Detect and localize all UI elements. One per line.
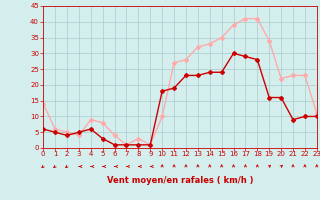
X-axis label: Vent moyen/en rafales ( km/h ): Vent moyen/en rafales ( km/h ) [107, 176, 253, 185]
